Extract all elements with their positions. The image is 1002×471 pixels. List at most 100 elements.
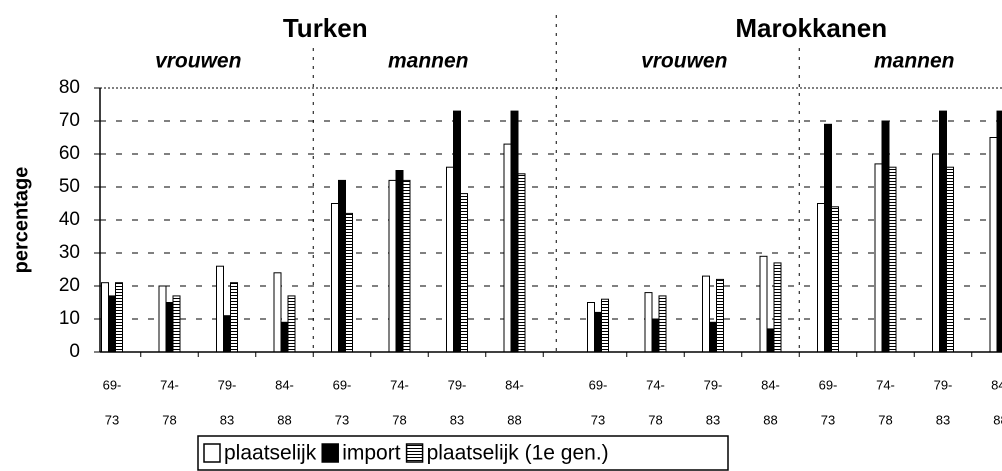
- bar: [702, 275, 710, 353]
- x-tick-label: 83: [706, 412, 720, 427]
- subgroup-label: mannen: [388, 50, 469, 73]
- x-tick-label: 83: [220, 412, 234, 427]
- y-tick-label: 80: [59, 77, 80, 98]
- bar: [280, 321, 289, 353]
- y-tick-label: 0: [69, 341, 80, 362]
- bar: [446, 166, 454, 353]
- x-tick-label: 84-: [275, 377, 294, 392]
- bar: [115, 282, 123, 353]
- y-tick-label: 20: [59, 275, 80, 296]
- x-tick-label: 79-: [704, 377, 723, 392]
- bar: [273, 272, 282, 353]
- x-tick-label: 79-: [218, 377, 237, 392]
- bar: [395, 170, 404, 353]
- x-tick-label: 73: [105, 412, 119, 427]
- x-tick-label: 88: [993, 412, 1002, 427]
- x-tick-label: 84-: [505, 377, 524, 392]
- x-tick-label: 88: [277, 412, 291, 427]
- bar: [287, 295, 296, 353]
- x-tick-label: 79-: [448, 377, 467, 392]
- bar: [594, 311, 602, 353]
- x-tick-label: 83: [450, 412, 464, 427]
- y-tick-label: 10: [59, 308, 80, 329]
- bar: [503, 143, 512, 353]
- bar: [824, 123, 832, 353]
- group-label: Marokkanen: [735, 13, 887, 43]
- legend-box: [197, 435, 729, 471]
- x-tick-label: 84-: [761, 377, 780, 392]
- y-tick-label: 30: [59, 242, 80, 263]
- bar: [651, 318, 660, 353]
- x-tick-label: 74-: [160, 377, 179, 392]
- y-tick-label: 40: [59, 209, 80, 230]
- subgroup-label: vrouwen: [155, 50, 241, 73]
- x-tick-label: 83: [936, 412, 950, 427]
- bar: [158, 285, 167, 353]
- bar: [331, 203, 339, 353]
- bar: [644, 292, 653, 353]
- bar: [402, 179, 411, 353]
- bar: [338, 179, 346, 353]
- bar: [108, 295, 116, 353]
- bar: [759, 255, 768, 353]
- bar: [881, 120, 890, 353]
- bar: [996, 110, 1002, 353]
- legend-swatch: [321, 443, 339, 463]
- legend-swatch: [203, 443, 221, 463]
- x-tick-label: 79-: [934, 377, 953, 392]
- x-tick-label: 69-: [819, 377, 838, 392]
- legend-swatch: [405, 443, 424, 463]
- x-tick-label: 88: [507, 412, 521, 427]
- bar: [658, 295, 667, 353]
- x-tick-label: 78: [878, 412, 892, 427]
- bar: [587, 302, 595, 353]
- x-tick-label: 78: [162, 412, 176, 427]
- bar: [517, 173, 526, 353]
- x-tick-label: 69-: [333, 377, 352, 392]
- bar: [773, 262, 782, 353]
- bar: [453, 110, 461, 353]
- x-tick-label: 74-: [390, 377, 409, 392]
- group-label: Turken: [283, 13, 368, 43]
- bar: [460, 193, 468, 353]
- bar: [817, 203, 825, 353]
- bar: [165, 302, 174, 353]
- bar: [939, 110, 947, 353]
- y-tick-label: 60: [59, 143, 80, 164]
- x-tick-label: 73: [821, 412, 835, 427]
- x-tick-label: 69-: [589, 377, 608, 392]
- bar: [388, 179, 397, 353]
- x-tick-label: 73: [335, 412, 349, 427]
- bar: [709, 321, 717, 353]
- legend-label: plaatselijk (1e gen.): [427, 442, 609, 465]
- subgroup-label: mannen: [874, 50, 955, 73]
- subgroup-label: vrouwen: [641, 50, 727, 73]
- x-tick-label: 74-: [646, 377, 665, 392]
- bar: [716, 278, 724, 353]
- y-tick-label: 70: [59, 110, 80, 131]
- bar: [831, 206, 839, 353]
- x-tick-label: 88: [763, 412, 777, 427]
- bar: [874, 163, 883, 353]
- bar: [223, 315, 231, 353]
- bar: [932, 153, 940, 353]
- x-tick-label: 73: [591, 412, 605, 427]
- y-tick-label: 50: [59, 176, 80, 197]
- bar: [601, 298, 609, 353]
- bar: [766, 328, 775, 353]
- x-tick-label: 78: [648, 412, 662, 427]
- bar: [989, 137, 998, 353]
- y-axis-label: percentage: [10, 167, 32, 274]
- bar: [172, 295, 181, 353]
- x-tick-label: 69-: [103, 377, 122, 392]
- legend-label: plaatselijk: [224, 442, 317, 465]
- bar: [216, 265, 224, 353]
- bar: [230, 282, 238, 353]
- x-tick-label: 78: [392, 412, 406, 427]
- bar: [888, 166, 897, 353]
- legend: plaatselijk import plaatselijk (1e gen.): [197, 435, 729, 471]
- x-tick-label: 84-: [991, 377, 1002, 392]
- bar: [946, 166, 954, 353]
- legend-label: import: [342, 442, 401, 465]
